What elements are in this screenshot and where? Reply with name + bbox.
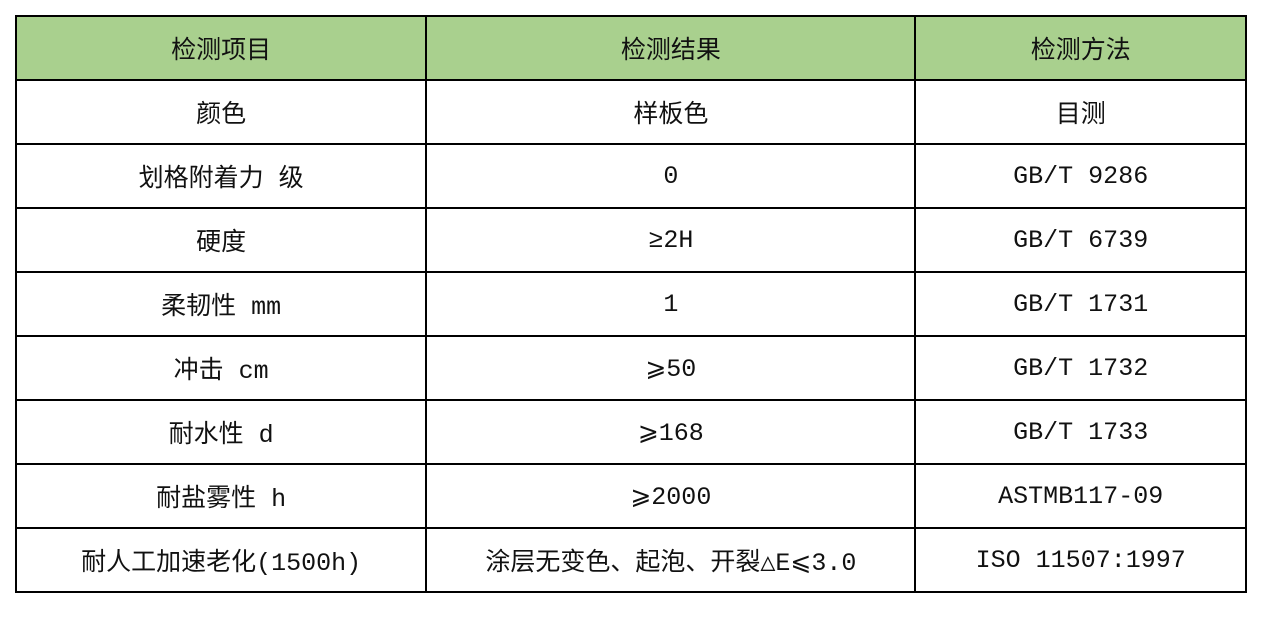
table-row: 耐人工加速老化(1500h) 涂层无变色、起泡、开裂△E⩽3.0 ISO 11507… — [14, 527, 1247, 593]
table-row: 硬度 ≥2H GB/T 6739 — [14, 207, 1247, 273]
header-row: 检测项目 检测结果 检测方法 — [14, 15, 1247, 81]
cell-result: ≥2H — [425, 207, 917, 273]
cell-method: GB/T 9286 — [914, 143, 1247, 209]
cell-method: GB/T 1732 — [914, 335, 1247, 401]
cell-item: 划格附着力 级 — [14, 143, 428, 209]
cell-method: ISO 11507:1997 — [914, 527, 1247, 593]
cell-result: ⩾2000 — [425, 463, 917, 529]
cell-item: 耐人工加速老化(1500h) — [14, 527, 428, 593]
cell-item: 耐盐雾性 h — [14, 463, 428, 529]
header-method: 检测方法 — [914, 15, 1247, 81]
table-row: 耐盐雾性 h ⩾2000 ASTMB117-09 — [14, 463, 1247, 529]
table-row: 冲击 cm ⩾50 GB/T 1732 — [14, 335, 1247, 401]
cell-method: GB/T 6739 — [914, 207, 1247, 273]
table-row: 划格附着力 级 0 GB/T 9286 — [14, 143, 1247, 209]
cell-result: ⩾168 — [425, 399, 917, 465]
cell-result: 样板色 — [425, 79, 917, 145]
table-row: 颜色 样板色 目测 — [14, 79, 1247, 145]
cell-result: ⩾50 — [425, 335, 917, 401]
table-row: 耐水性 d ⩾168 GB/T 1733 — [14, 399, 1247, 465]
cell-method: GB/T 1733 — [914, 399, 1247, 465]
cell-result: 1 — [425, 271, 917, 337]
cell-method: GB/T 1731 — [914, 271, 1247, 337]
cell-method: ASTMB117-09 — [914, 463, 1247, 529]
cell-result: 0 — [425, 143, 917, 209]
cell-item: 柔韧性 mm — [14, 271, 428, 337]
header-result: 检测结果 — [425, 15, 917, 81]
header-item: 检测项目 — [14, 15, 428, 81]
cell-item: 颜色 — [14, 79, 428, 145]
cell-method: 目测 — [914, 79, 1247, 145]
test-results-table: 检测项目 检测结果 检测方法 颜色 样板色 目测 划格附着力 级 0 GB/T 9286 硬… — [14, 15, 1247, 593]
cell-result: 涂层无变色、起泡、开裂△E⩽3.0 — [425, 527, 917, 593]
cell-item: 耐水性 d — [14, 399, 428, 465]
table-row: 柔韧性 mm 1 GB/T 1731 — [14, 271, 1247, 337]
cell-item: 硬度 — [14, 207, 428, 273]
cell-item: 冲击 cm — [14, 335, 428, 401]
